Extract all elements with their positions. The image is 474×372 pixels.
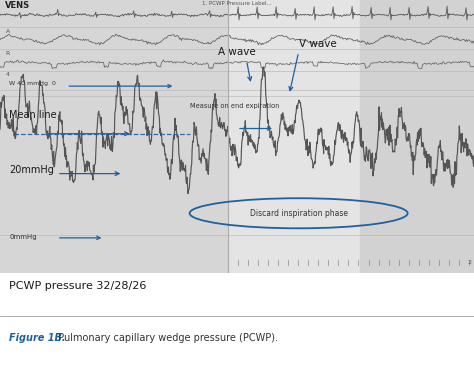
Text: 20mmHg: 20mmHg	[9, 166, 55, 176]
Text: W 40 mmHg  0: W 40 mmHg 0	[9, 81, 56, 86]
Bar	[228, 0, 360, 273]
Text: 0mmHg: 0mmHg	[9, 234, 37, 240]
Text: PCWP pressure 32/28/26: PCWP pressure 32/28/26	[9, 282, 147, 291]
Text: Figure 1B.: Figure 1B.	[9, 333, 66, 343]
Text: Discard inspiration phase: Discard inspiration phase	[250, 209, 347, 218]
Text: Pulmonary capillary wedge pressure (PCWP).: Pulmonary capillary wedge pressure (PCWP…	[55, 333, 277, 343]
Text: VENS: VENS	[5, 1, 30, 10]
Text: A: A	[6, 29, 10, 34]
Text: V wave: V wave	[299, 39, 337, 49]
Bar	[0, 0, 228, 273]
Text: Measure on end expiration: Measure on end expiration	[190, 103, 279, 109]
Text: A wave: A wave	[218, 47, 256, 57]
Text: 4: 4	[6, 73, 9, 77]
Text: 1. PCWP Pressure Label...: 1. PCWP Pressure Label...	[202, 1, 272, 6]
Bar	[360, 0, 474, 273]
Text: Mean line: Mean line	[9, 110, 57, 120]
Text: R: R	[6, 51, 10, 55]
Text: 2: 2	[468, 260, 472, 265]
